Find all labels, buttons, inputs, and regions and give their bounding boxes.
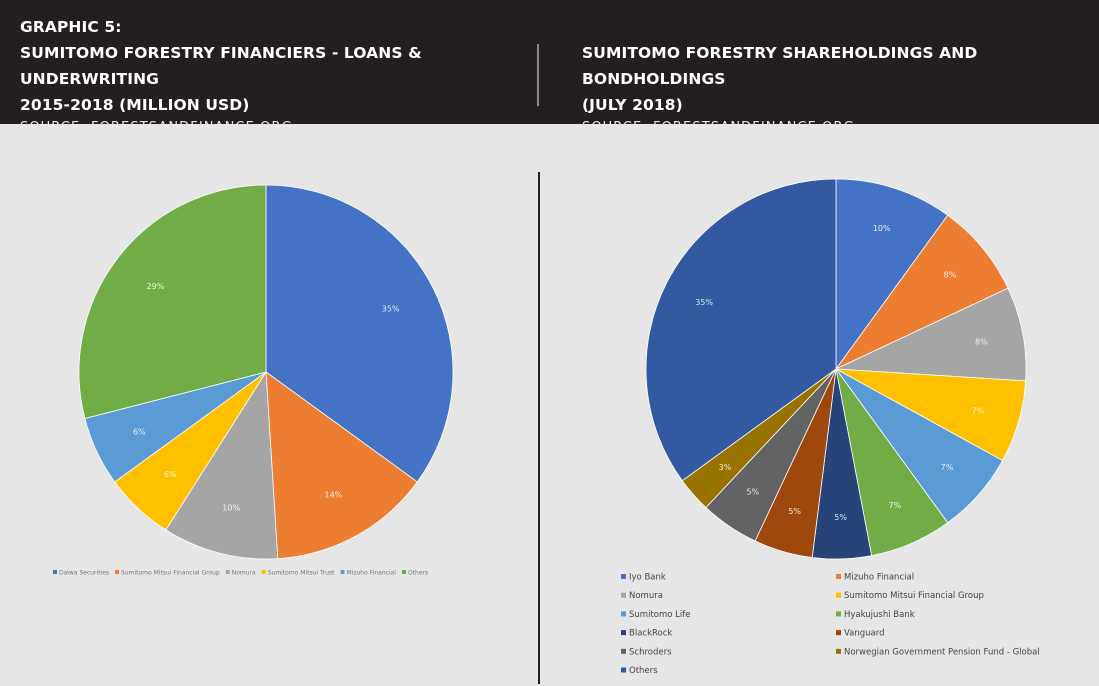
pie1-value-label-daiwa-securities: 35% [382,304,400,313]
pie1-legend-label-sumitomo-mitsui-financial-group: Sumitomo Mitsui Financial Group [121,570,220,577]
right-chart-title-line1: SUMITOMO FORESTRY SHAREHOLDINGS AND BOND… [582,44,978,88]
pie1-slice-daiwa-securities [265,184,454,483]
pie2-value-label-iyo-bank: 10% [873,224,891,233]
pie2-slice-mizuho-financial [835,214,1009,370]
chart-divider [538,172,540,684]
pie2-legend-swatch-sumitomo-life [621,611,626,617]
pie2-value-label-others: 35% [695,298,713,307]
pie1-slice-others [78,184,267,419]
pie2-value-label-schroders: 5% [746,487,759,496]
pie1-legend-label-nomura: Nomura [232,570,256,577]
pie2-legend-label-nomura: Nomura [629,591,663,601]
pie2-legend-label-sumitomo-life: Sumitomo Life [629,610,690,620]
pie1-legend-swatch-nomura [225,570,230,574]
pie2-slice-others [645,178,837,482]
pie2-value-label-blackrock: 5% [834,513,847,522]
pie2-legend-swatch-mizuho-financial [836,574,841,579]
pie2-legend-swatch-vanguard [836,630,841,636]
pie2-legend-label-hyakujushi-bank: Hyakujushi Bank [844,610,915,620]
pie1-legend-label-daiwa-securities: Daiwa Securities [59,570,109,577]
pie1-legend-swatch-daiwa-securities [53,570,57,574]
pie1-legend-swatch-sumitomo-mitsui-trust [261,570,266,574]
pie2-value-label-vanguard: 5% [788,507,801,516]
pie1-value-label-others: 29% [147,282,165,291]
right-source: SOURCE: FORESTSANDFINANCE.ORG [582,120,855,135]
pie2-slice-iyo-bank [835,178,949,371]
pie1-legend-swatch-sumitomo-mitsui-financial-group [115,570,120,574]
pie2-legend-label-iyo-bank: Iyo Bank [629,573,666,583]
pie1-value-label-nomura: 10% [222,504,240,513]
pie2-value-label-sumitomo-life: 7% [941,463,954,472]
pie1-legend-label-others: Others [408,570,428,577]
pie2-legend-swatch-others [621,667,626,673]
pie2-legend-swatch-hyakujushi-bank [836,611,841,617]
graphic-label: GRAPHIC 5: [20,18,122,36]
right-chart-title-line2: (JULY 2018) [582,96,683,114]
pie2-legend-swatch-sumitomo-mitsui-financial-group [836,592,841,598]
pie2-value-label-mizuho-financial: 8% [944,271,957,280]
pie2-legend-swatch-iyo-bank [621,574,626,579]
pie2-legend-swatch-schroders [621,648,626,654]
header-divider [537,44,539,106]
pie2-value-label-hyakujushi-bank: 7% [888,501,901,510]
left-header: GRAPHIC 5: SUMITOMO FORESTRY FINANCIERS … [20,14,530,135]
pie1-value-label-sumitomo-mitsui-financial-group: 14% [325,491,343,500]
pie1-slice-sumitomo-mitsui-financial-group [265,371,418,560]
pie2-value-label-nomura: 8% [975,337,988,346]
pie2-slice-nomura [835,287,1027,382]
pie1-value-label-mizuho-financial: 6% [133,428,146,437]
pie2-value-label-sumitomo-mitsui-financial-group: 7% [972,406,985,415]
pie2-legend-swatch-blackrock [621,630,626,636]
pie2-legend-label-schroders: Schroders [629,647,672,657]
pie2-legend-swatch-norwegian-government-pension-fund-global [836,648,841,654]
pie1-slice-nomura [165,370,279,560]
header-banner: GRAPHIC 5: SUMITOMO FORESTRY FINANCIERS … [0,0,1099,135]
pie1-legend-swatch-others [401,570,406,574]
pie2-legend-label-others: Others [629,666,658,676]
right-header: SUMITOMO FORESTRY SHAREHOLDINGS AND BOND… [582,14,1092,135]
pie2-legend-swatch-nomura [621,592,626,598]
pie2-legend-label-vanguard: Vanguard [844,629,884,639]
left-chart-title-line1: SUMITOMO FORESTRY FINANCIERS - LOANS & U… [20,44,422,88]
pie1-legend-label-mizuho-financial: Mizuho Financial [347,570,397,577]
pie2-legend-label-blackrock: BlackRock [629,629,672,639]
pie2-legend-label-mizuho-financial: Mizuho Financial [844,573,914,583]
left-source: SOURCE: FORESTSANDFINANCE.ORG [20,120,293,135]
pie2-value-label-norwegian-government-pension-fund-global: 3% [719,463,732,472]
pie1-value-label-sumitomo-mitsui-trust: 6% [164,470,177,479]
left-chart-title-line2: 2015-2018 (MILLION USD) [20,96,250,114]
pie1-legend-label-sumitomo-mitsui-trust: Sumitomo Mitsui Trust [268,570,335,577]
pie2-legend-label-sumitomo-mitsui-financial-group: Sumitomo Mitsui Financial Group [844,591,984,601]
pie2-legend-label-norwegian-government-pension-fund-global: Norwegian Government Pension Fund - Glob… [844,647,1040,657]
pie1-legend-swatch-mizuho-financial [340,570,345,574]
